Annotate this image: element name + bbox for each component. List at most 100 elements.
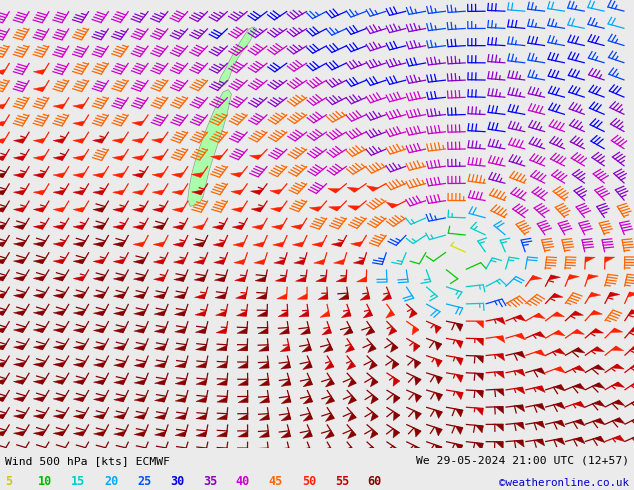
Polygon shape <box>93 448 105 453</box>
Polygon shape <box>0 328 6 333</box>
Polygon shape <box>217 397 227 402</box>
Polygon shape <box>555 438 565 445</box>
Polygon shape <box>435 427 443 436</box>
Polygon shape <box>0 155 6 161</box>
Polygon shape <box>73 224 85 229</box>
Polygon shape <box>347 430 356 439</box>
Polygon shape <box>212 224 224 229</box>
Polygon shape <box>234 259 245 265</box>
Polygon shape <box>611 346 624 351</box>
Text: 15: 15 <box>71 475 85 488</box>
Polygon shape <box>113 328 126 333</box>
Polygon shape <box>574 437 585 444</box>
Polygon shape <box>53 448 65 453</box>
Polygon shape <box>281 414 290 421</box>
Polygon shape <box>113 414 126 419</box>
Polygon shape <box>191 190 204 195</box>
Polygon shape <box>360 294 370 300</box>
Polygon shape <box>13 396 25 401</box>
Polygon shape <box>216 345 227 351</box>
Polygon shape <box>415 411 422 420</box>
Polygon shape <box>134 448 146 454</box>
Polygon shape <box>515 387 525 394</box>
Polygon shape <box>173 259 185 264</box>
Polygon shape <box>535 439 545 446</box>
Polygon shape <box>303 397 313 404</box>
Polygon shape <box>196 448 207 454</box>
Polygon shape <box>174 294 186 299</box>
Polygon shape <box>254 259 265 265</box>
Polygon shape <box>302 362 312 369</box>
Polygon shape <box>629 310 634 315</box>
Polygon shape <box>0 207 6 212</box>
Polygon shape <box>33 224 45 229</box>
Polygon shape <box>113 311 126 316</box>
Polygon shape <box>155 414 166 419</box>
Polygon shape <box>74 448 85 453</box>
Polygon shape <box>382 294 391 301</box>
Polygon shape <box>53 362 65 367</box>
Polygon shape <box>33 396 45 401</box>
Polygon shape <box>194 276 205 282</box>
Polygon shape <box>172 207 184 212</box>
Polygon shape <box>175 363 186 368</box>
Polygon shape <box>93 345 105 350</box>
Polygon shape <box>534 350 545 356</box>
Polygon shape <box>594 437 605 442</box>
Polygon shape <box>535 421 545 428</box>
Polygon shape <box>53 138 65 143</box>
Polygon shape <box>93 172 105 178</box>
Polygon shape <box>571 311 583 316</box>
Polygon shape <box>385 310 394 318</box>
Polygon shape <box>366 186 378 191</box>
Polygon shape <box>348 396 356 404</box>
Polygon shape <box>281 363 290 369</box>
Polygon shape <box>280 345 290 352</box>
Polygon shape <box>193 259 205 264</box>
Polygon shape <box>113 207 125 212</box>
Polygon shape <box>292 242 304 247</box>
Polygon shape <box>534 386 545 392</box>
Polygon shape <box>316 276 326 282</box>
Polygon shape <box>325 379 334 387</box>
Polygon shape <box>297 294 307 299</box>
Polygon shape <box>593 383 605 389</box>
Polygon shape <box>153 276 165 281</box>
Polygon shape <box>93 259 105 264</box>
Polygon shape <box>113 345 126 350</box>
Polygon shape <box>456 340 463 348</box>
Polygon shape <box>391 343 398 352</box>
Polygon shape <box>573 366 585 371</box>
Polygon shape <box>393 429 399 438</box>
Polygon shape <box>0 121 6 126</box>
Polygon shape <box>217 380 227 385</box>
Polygon shape <box>394 394 400 403</box>
Polygon shape <box>0 414 6 419</box>
Polygon shape <box>217 363 227 368</box>
Polygon shape <box>33 414 45 419</box>
Polygon shape <box>590 311 602 315</box>
Polygon shape <box>195 311 206 316</box>
Polygon shape <box>476 443 483 450</box>
Polygon shape <box>33 431 45 436</box>
Polygon shape <box>312 242 323 247</box>
Polygon shape <box>33 448 45 453</box>
Polygon shape <box>278 311 288 317</box>
Polygon shape <box>302 448 312 456</box>
Polygon shape <box>632 399 634 405</box>
Polygon shape <box>93 138 105 143</box>
Polygon shape <box>13 224 25 229</box>
Text: 35: 35 <box>203 475 217 488</box>
Polygon shape <box>53 379 65 384</box>
Polygon shape <box>73 311 85 316</box>
Polygon shape <box>593 365 605 370</box>
Polygon shape <box>455 444 463 452</box>
Polygon shape <box>13 379 25 384</box>
Polygon shape <box>195 345 207 351</box>
Polygon shape <box>53 396 65 401</box>
Polygon shape <box>323 345 333 352</box>
Polygon shape <box>456 409 463 417</box>
Polygon shape <box>0 293 6 298</box>
Polygon shape <box>455 323 463 331</box>
Polygon shape <box>341 311 351 318</box>
